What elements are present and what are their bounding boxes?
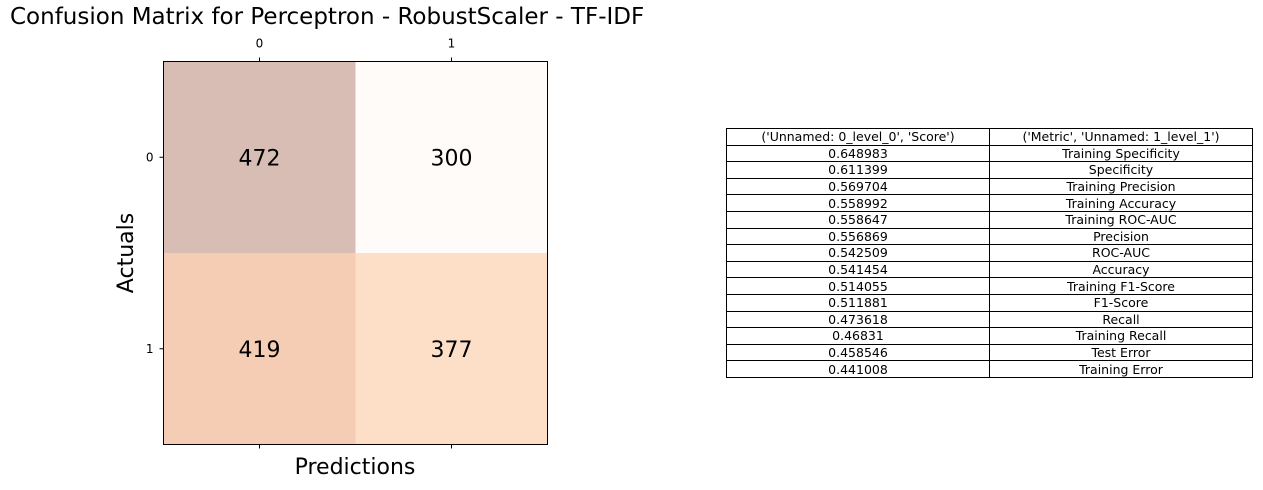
score-cell: 0.558647 <box>726 210 990 229</box>
score-cell: 0.558992 <box>726 194 990 212</box>
metric-cell: Training ROC-AUC <box>989 210 1253 229</box>
metrics-table: ('Unnamed: 0_level_0', 'Score') ('Metric… <box>726 128 1253 378</box>
metric-cell: Specificity <box>989 161 1253 179</box>
metric-cell: Training F1-Score <box>989 277 1253 295</box>
matrix-value-0-0: 472 <box>239 146 281 171</box>
matrix-value-0-1: 300 <box>431 146 473 171</box>
matrix-cell-0-1 <box>355 61 548 253</box>
metric-cell: Accuracy <box>989 260 1253 279</box>
table-row: 0.542509 ROC-AUC <box>726 244 1253 262</box>
score-cell: 0.514055 <box>726 277 990 295</box>
score-cell: 0.511881 <box>726 293 990 312</box>
table-row: 0.458546 Test Error <box>726 343 1253 362</box>
matrix-cell-1-1 <box>355 253 548 445</box>
table-row: 0.46831 Training Recall <box>726 327 1253 345</box>
table-row: 0.473618 Recall <box>726 310 1253 329</box>
score-cell: 0.46831 <box>726 327 990 345</box>
x-tick-label-1: 1 <box>448 37 456 51</box>
score-cell: 0.473618 <box>726 310 990 329</box>
chart-title: Confusion Matrix for Perceptron - Robust… <box>10 4 645 30</box>
x-tick-label-0: 0 <box>256 37 264 51</box>
matrix-value-1-1: 377 <box>431 338 473 363</box>
metric-cell: F1-Score <box>989 293 1253 312</box>
table-row: 0.511881 F1-Score <box>726 293 1253 312</box>
metric-cell: Training Accuracy <box>989 194 1253 212</box>
y-tick-label-1: 1 <box>146 342 154 356</box>
table-header-row: ('Unnamed: 0_level_0', 'Score') ('Metric… <box>726 128 1253 146</box>
table-row: 0.611399 Specificity <box>726 161 1253 179</box>
matrix-cell-0-0 <box>163 61 356 253</box>
table-row: 0.541454 Accuracy <box>726 260 1253 279</box>
score-cell: 0.569704 <box>726 177 990 196</box>
column-header-metric: ('Metric', 'Unnamed: 1_level_1') <box>989 128 1253 146</box>
table-row: 0.569704 Training Precision <box>726 177 1253 196</box>
metric-cell: Training Error <box>989 360 1253 378</box>
metric-cell: Test Error <box>989 343 1253 362</box>
table-row: 0.558992 Training Accuracy <box>726 194 1253 212</box>
matrix-value-1-0: 419 <box>239 338 281 363</box>
score-cell: 0.441008 <box>726 360 990 378</box>
score-cell: 0.648983 <box>726 144 990 163</box>
x-axis-label: Predictions <box>295 455 416 480</box>
metric-cell: Precision <box>989 227 1253 246</box>
table-row: 0.558647 Training ROC-AUC <box>726 210 1253 229</box>
plot-frame <box>163 61 548 445</box>
y-axis-label: Actuals <box>114 213 139 293</box>
matrix-cell-1-0 <box>163 253 356 445</box>
y-tick-label-0: 0 <box>146 150 154 164</box>
score-cell: 0.458546 <box>726 343 990 362</box>
table-row: 0.514055 Training F1-Score <box>726 277 1253 295</box>
score-cell: 0.556869 <box>726 227 990 246</box>
metric-cell: Training Precision <box>989 177 1253 196</box>
score-cell: 0.611399 <box>726 161 990 179</box>
metric-cell: Training Specificity <box>989 144 1253 163</box>
metric-cell: ROC-AUC <box>989 244 1253 262</box>
table-row: 0.441008 Training Error <box>726 360 1253 378</box>
metric-cell: Training Recall <box>989 327 1253 345</box>
table-row: 0.556869 Precision <box>726 227 1253 246</box>
score-cell: 0.542509 <box>726 244 990 262</box>
table-row: 0.648983 Training Specificity <box>726 144 1253 163</box>
column-header-score: ('Unnamed: 0_level_0', 'Score') <box>726 128 990 146</box>
metric-cell: Recall <box>989 310 1253 329</box>
score-cell: 0.541454 <box>726 260 990 279</box>
